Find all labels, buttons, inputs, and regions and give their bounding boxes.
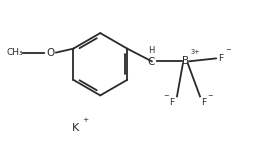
Text: H: H [148,46,154,55]
Text: O: O [46,48,54,58]
Text: CH₃: CH₃ [7,48,23,57]
Text: K: K [72,124,79,133]
Text: −: − [163,93,169,99]
Text: +: + [82,117,88,124]
Text: 3+: 3+ [191,49,200,55]
Text: B: B [182,56,189,66]
Text: −: − [207,93,213,99]
Text: C: C [147,57,155,67]
Text: F: F [218,54,223,63]
Text: F: F [170,98,175,107]
Text: F: F [201,98,206,107]
Text: −: − [225,47,230,53]
